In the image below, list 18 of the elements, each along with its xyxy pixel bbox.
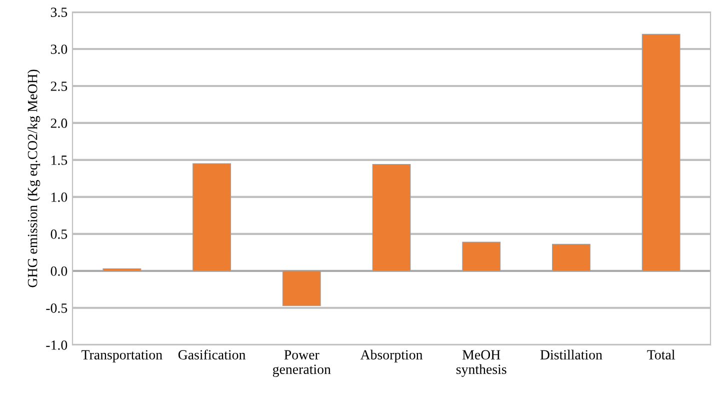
x-tick-label: MeOH synthesis — [456, 350, 506, 377]
y-tick-label: 3.0 — [50, 44, 68, 54]
y-tick-label: 0.0 — [50, 266, 68, 276]
y-tick-label: 0.5 — [50, 230, 68, 239]
x-tick-label: Power generation — [272, 350, 331, 377]
x-tick-label: Gasification — [178, 350, 246, 360]
y-tick-label: -0.5 — [46, 303, 68, 313]
y-tick-label: 3.5 — [50, 8, 68, 18]
y-tick-label: 1.5 — [52, 156, 68, 165]
y-tick-label: -1.0 — [46, 340, 68, 350]
y-tick-label: 2.5 — [50, 82, 68, 92]
x-tick-label: Distillation — [540, 350, 602, 360]
y-tick-label: 1.0 — [52, 192, 68, 202]
x-tick-label: Total — [647, 350, 675, 360]
x-tick-label: Absorption — [360, 350, 423, 362]
y-tick-label: 2.0 — [50, 118, 68, 128]
y-axis-title: GHG emission (Kg eq.CO2/kg MeOH) — [27, 70, 40, 288]
x-tick-label: Transportation — [82, 350, 162, 362]
